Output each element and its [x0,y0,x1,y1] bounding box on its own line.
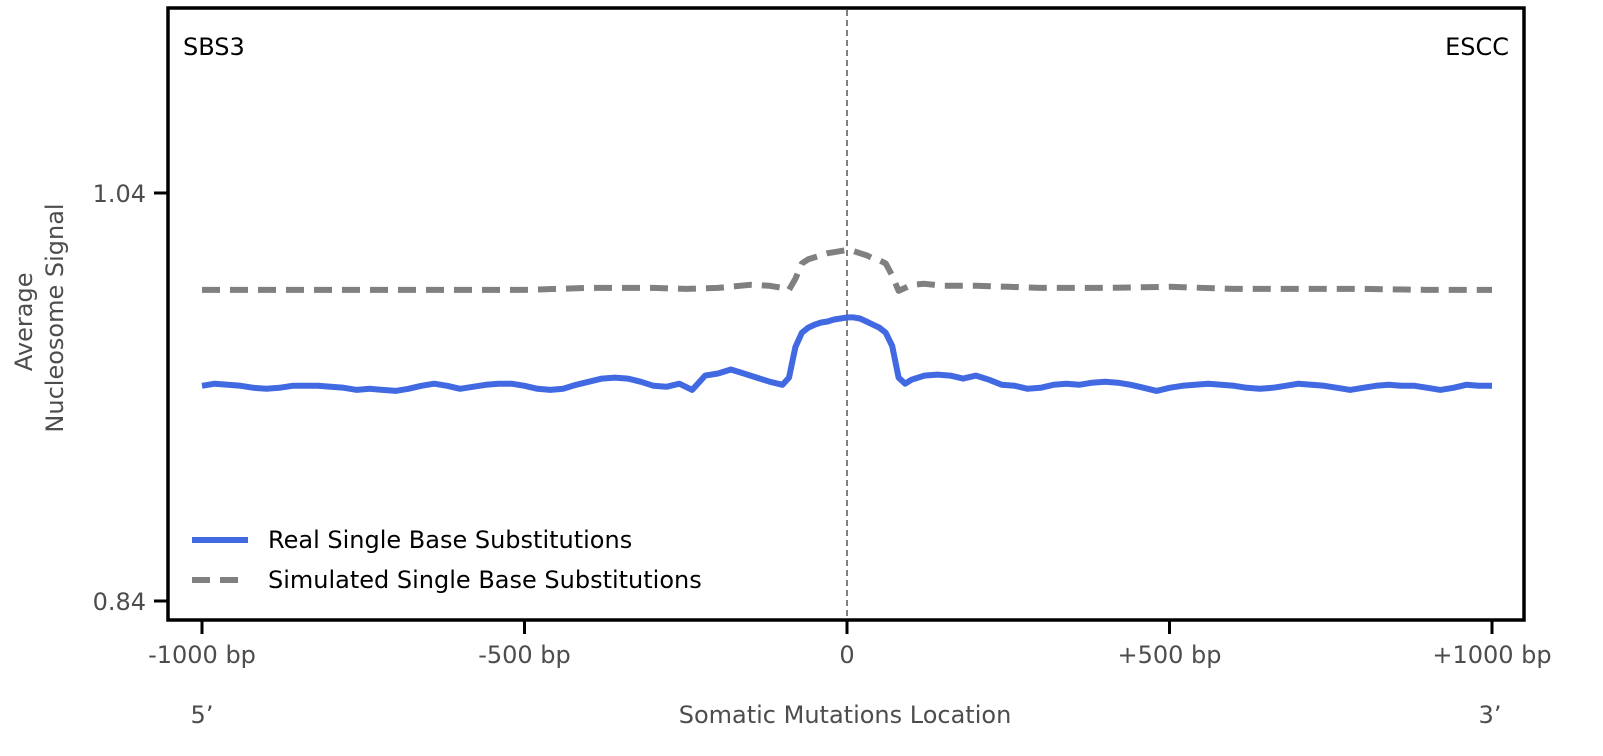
three-prime-label: 3’ [1479,701,1502,729]
x-tick-label: -500 bp [478,641,571,669]
y-axis-ticks: 0.84 1.04 [93,180,168,616]
legend-label-simulated: Simulated Single Base Substitutions [268,566,702,594]
simulated-sbs-line [202,247,1492,294]
x-tick-label: 0 [839,641,854,669]
x-tick-label: +500 bp [1117,641,1221,669]
legend: Real Single Base Substitutions Simulated… [192,526,702,594]
y-tick-label: 1.04 [93,180,146,208]
signature-label: SBS3 [183,33,245,61]
five-prime-label: 5’ [191,701,214,729]
x-axis-ticks: -1000 bp -500 bp 0 +500 bp +1000 bp [148,620,1552,669]
y-tick-label: 0.84 [93,588,146,616]
x-axis-title: Somatic Mutations Location [679,701,1012,729]
x-tick-label: -1000 bp [148,641,256,669]
legend-label-real: Real Single Base Substitutions [268,526,632,554]
y-axis-title-line1: Average [10,273,38,372]
cancer-type-label: ESCC [1445,33,1509,61]
y-axis-title-line2: Nucleosome Signal [41,203,69,432]
y-axis-title: Average Nucleosome Signal [10,203,69,432]
x-tick-label: +1000 bp [1432,641,1551,669]
real-sbs-line [201,314,1492,394]
series-group [201,247,1492,394]
